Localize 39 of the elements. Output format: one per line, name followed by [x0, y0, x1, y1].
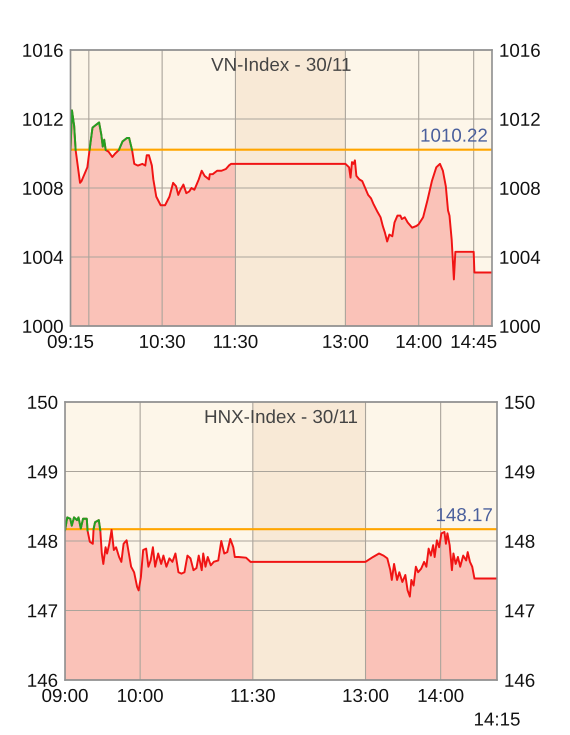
- y2-tick-label: 146: [505, 674, 534, 687]
- y-tick-label: 1008: [23, 182, 63, 195]
- y2-tick-label: 1012: [500, 112, 540, 126]
- chart-title: VN-Index - 30/11: [211, 57, 351, 72]
- y2-tick-label: 1016: [500, 44, 540, 57]
- y-tick-label: 1000: [23, 320, 63, 333]
- y2-tick-label: 148: [505, 534, 534, 548]
- x-tick-label: 09:00: [42, 688, 88, 702]
- y2-tick-label: 1000: [500, 320, 540, 333]
- x-tick-label: 10:30: [140, 334, 185, 348]
- y2-tick-label: 1008: [500, 182, 540, 195]
- x-tick-label: 10:00: [118, 688, 163, 702]
- x-tick-label: 11:30: [231, 688, 275, 702]
- text: 14:15: [474, 712, 520, 726]
- y2-tick-label: 147: [505, 604, 534, 618]
- x-tick-label: 09:15: [48, 334, 94, 348]
- chart-title: HNX-Index - 30/11: [206, 409, 358, 424]
- y2-tick-label: 149: [505, 465, 534, 478]
- ref-line-label: 1010.22: [421, 128, 487, 142]
- y2-tick-label: 1004: [500, 250, 540, 264]
- x-tick-label: 11:30: [214, 334, 258, 348]
- line-series: [65, 516, 89, 532]
- y-tick-label: 1016: [23, 44, 63, 57]
- y-tick-label: 148: [28, 534, 58, 548]
- y-tick-label: 1012: [23, 112, 63, 126]
- line-series: [88, 121, 107, 152]
- y-tick-label: 150: [28, 396, 58, 409]
- x-tick-label: 13:00: [343, 688, 388, 702]
- line-series: [92, 519, 102, 532]
- y2-tick-label: 150: [505, 396, 534, 409]
- x-tick-label: 14:45: [452, 335, 496, 348]
- x-tick-label: 14:00: [396, 334, 442, 348]
- y-tick-label: 146: [28, 674, 58, 687]
- x-tick-label: 13:00: [323, 334, 368, 348]
- y-tick-label: 147: [28, 604, 58, 618]
- ref-line-label: 148.17: [436, 508, 492, 522]
- y-tick-label: 1004: [23, 250, 64, 264]
- y-tick-label: 149: [28, 465, 58, 478]
- x-tick-label: 14:00: [418, 688, 464, 702]
